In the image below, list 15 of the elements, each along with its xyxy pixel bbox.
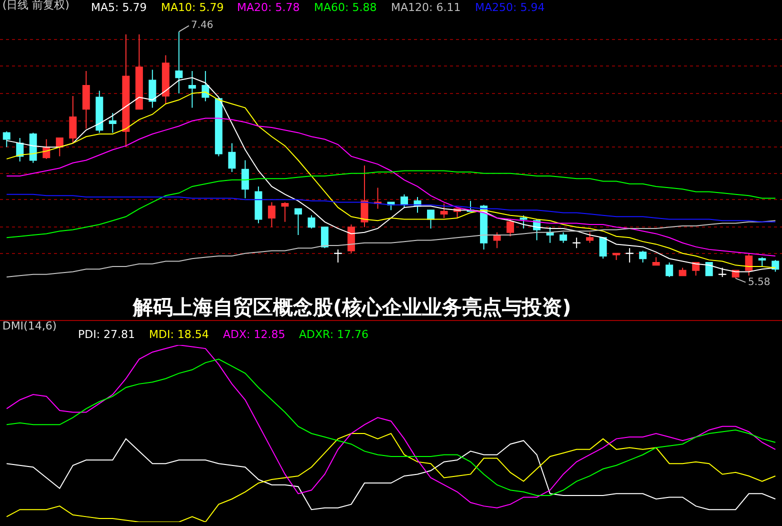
chart-title: DMI(14,6) <box>2 319 57 332</box>
text: PDI: 27.81 <box>78 328 136 341</box>
text: ADXR: 17.76 <box>299 328 369 341</box>
text: MA60: 5.88 <box>314 1 377 14</box>
text: MA5: 5.79 <box>91 1 147 14</box>
series-label: ADX: 12.85 <box>223 328 286 341</box>
text: MA10: 5.79 <box>161 1 224 14</box>
text: MDI: 18.54 <box>149 328 209 341</box>
annotation: 5.58 <box>748 277 770 288</box>
text: MA120: 6.11 <box>391 1 461 14</box>
chart-title: (日线 前复权) <box>2 0 70 12</box>
text: MA20: 5.78 <box>237 1 300 14</box>
text: 解码上海自贸区概念股(核心企业业务亮点与投资) <box>132 295 572 319</box>
text: 7.46 <box>191 20 214 31</box>
text: MA250: 5.94 <box>475 1 545 14</box>
